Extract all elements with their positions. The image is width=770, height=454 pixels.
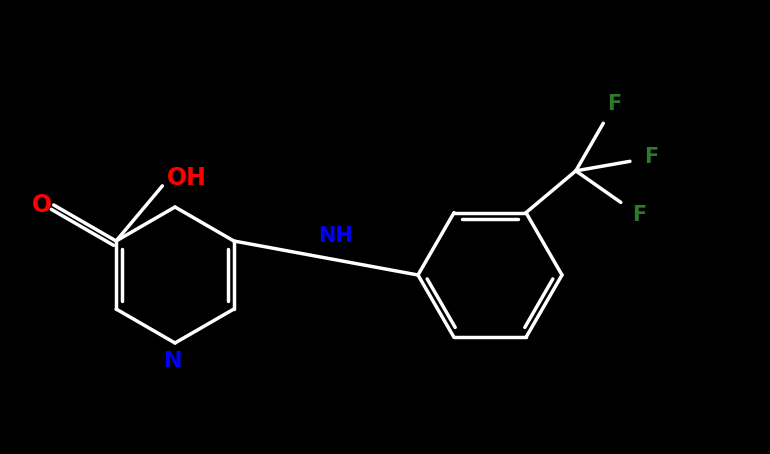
Text: F: F <box>631 205 646 225</box>
Text: F: F <box>608 94 621 114</box>
Text: O: O <box>32 193 52 217</box>
Text: OH: OH <box>166 166 206 190</box>
Text: F: F <box>644 148 659 168</box>
Text: NH: NH <box>319 226 353 246</box>
Text: N: N <box>164 351 182 371</box>
